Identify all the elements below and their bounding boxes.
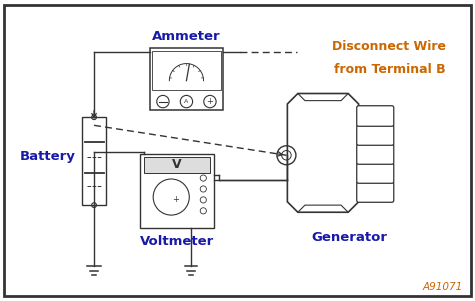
Text: Voltmeter: Voltmeter: [140, 234, 214, 248]
Text: Battery: Battery: [20, 150, 76, 163]
FancyBboxPatch shape: [357, 163, 394, 183]
Text: from Terminal B: from Terminal B: [333, 63, 445, 76]
Text: Generator: Generator: [311, 231, 387, 244]
Text: Ammeter: Ammeter: [152, 30, 221, 43]
Text: +: +: [207, 97, 213, 106]
Text: Disconnect Wire: Disconnect Wire: [332, 39, 446, 52]
Bar: [152, 51, 221, 90]
Bar: [82, 117, 106, 205]
FancyBboxPatch shape: [357, 106, 394, 126]
FancyBboxPatch shape: [357, 125, 394, 145]
Bar: [150, 48, 223, 110]
Text: A: A: [184, 99, 189, 104]
FancyBboxPatch shape: [357, 182, 394, 202]
Text: A91071: A91071: [423, 281, 463, 292]
Bar: [140, 154, 214, 228]
Bar: [144, 157, 210, 173]
FancyBboxPatch shape: [357, 144, 394, 164]
Text: +: +: [172, 195, 180, 204]
Text: V: V: [172, 159, 182, 172]
Polygon shape: [287, 94, 359, 212]
